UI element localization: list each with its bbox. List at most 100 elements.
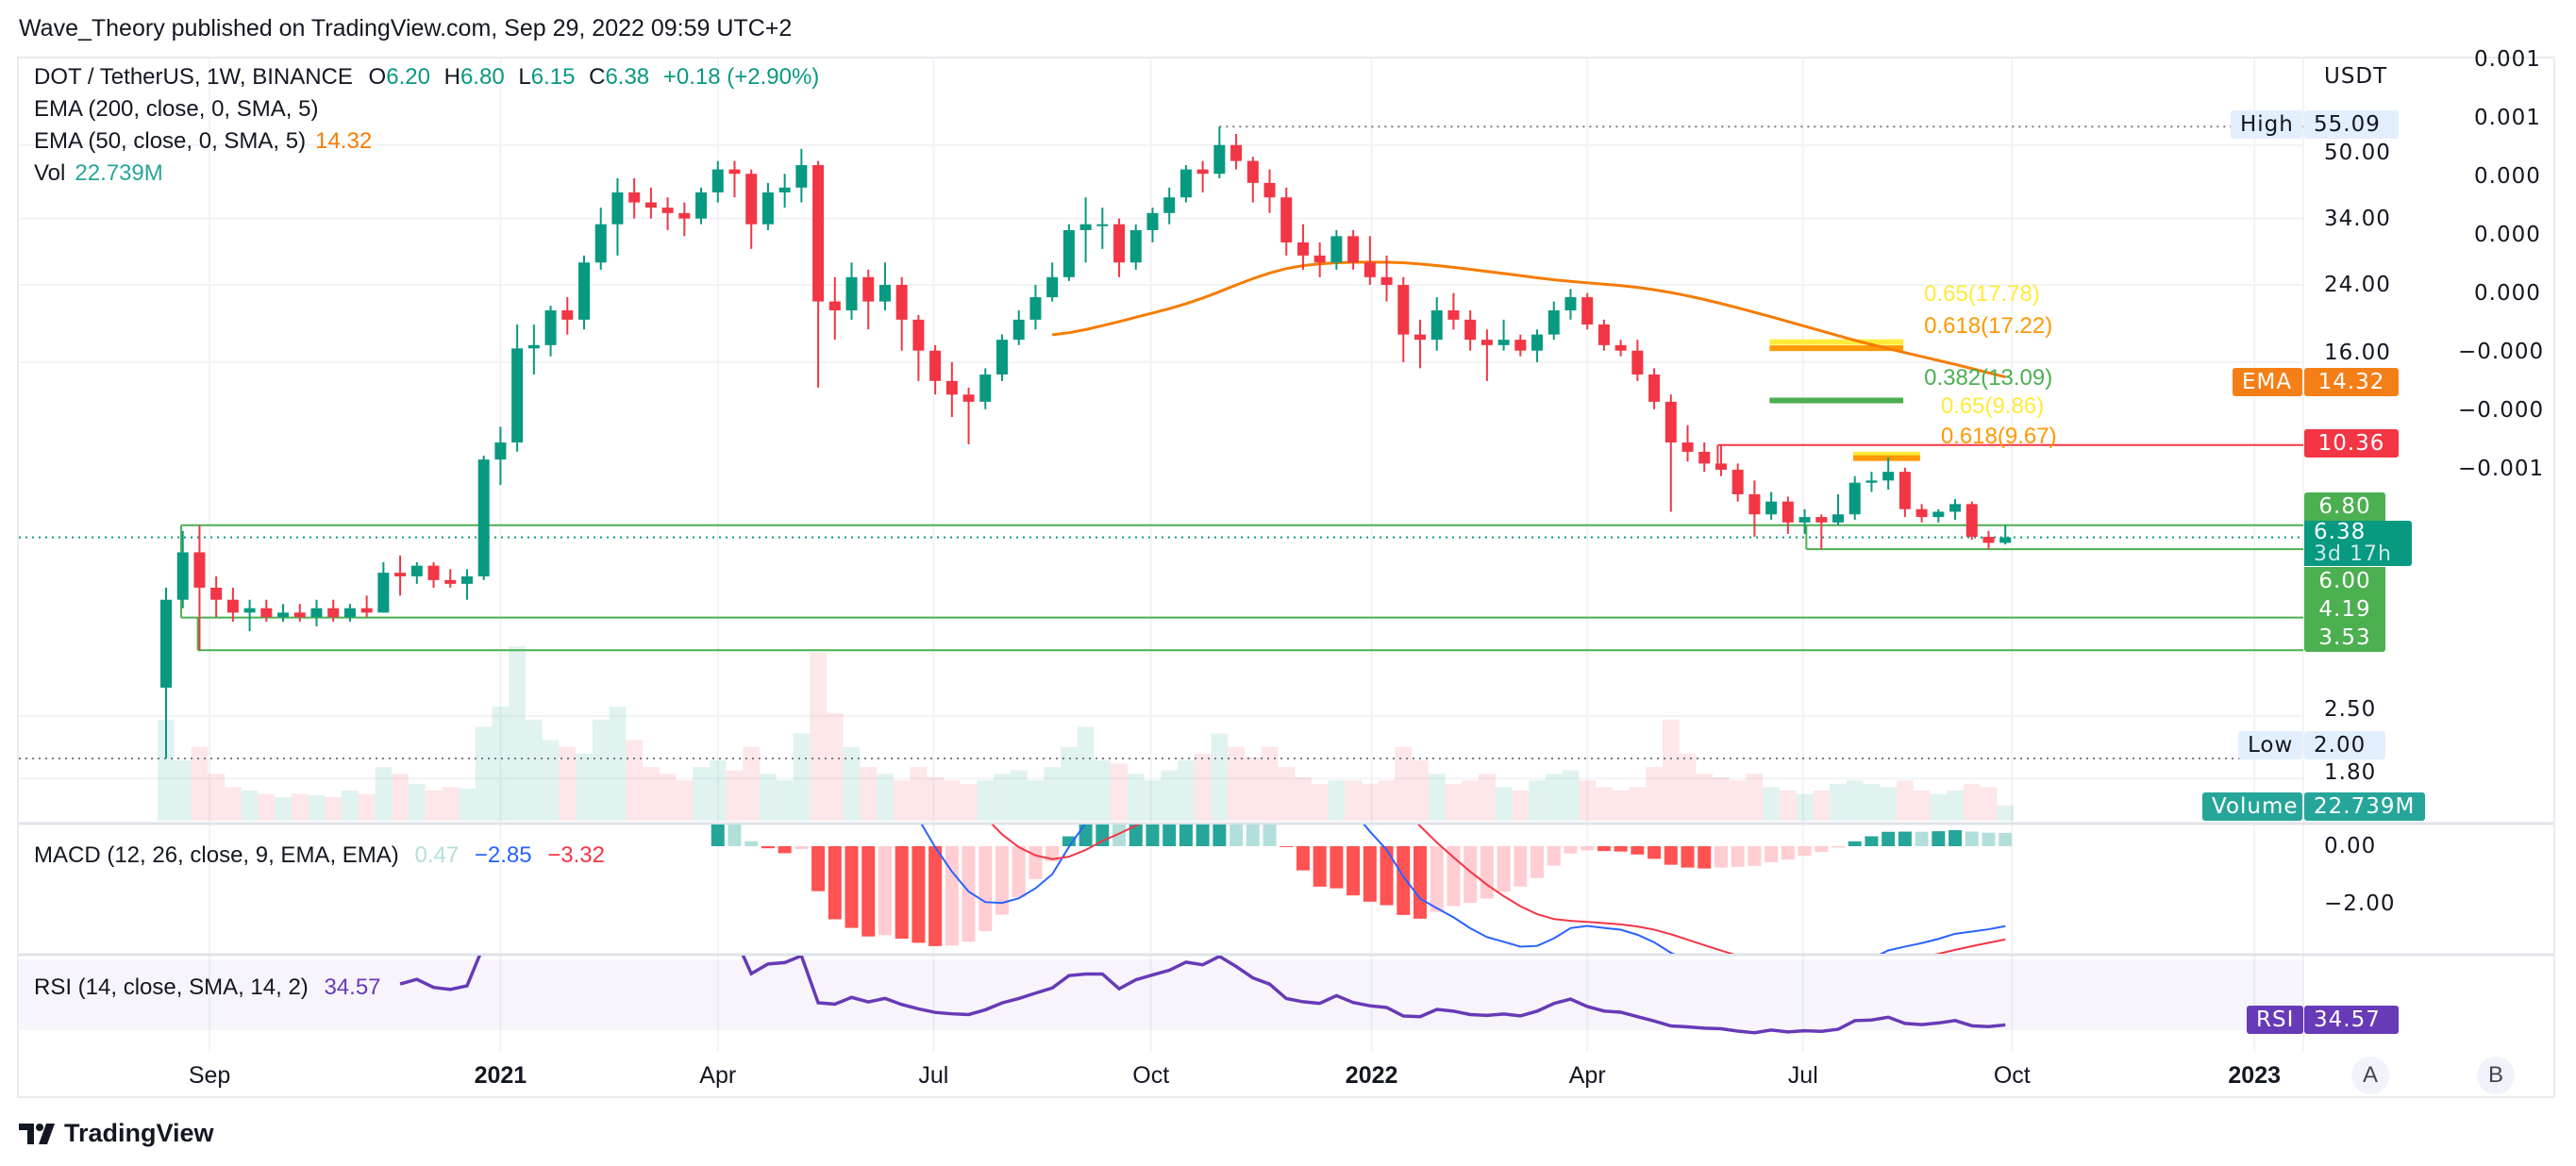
macd-histogram-bar [1531,846,1545,878]
macd-histogram-bar [1597,846,1611,852]
high-tag-value: 55.09 [2304,110,2399,139]
last-price-tag: 6.38 3d 17h [2304,521,2412,566]
candle-body [477,459,490,576]
volume-bar [1345,780,1362,821]
candle-body [812,165,825,302]
volume-bar [1111,763,1128,821]
volume-bar [375,767,393,821]
ema-tag-label: EMA [2233,368,2302,396]
legend-rsi[interactable]: RSI (14, close, SMA, 14, 2) 34.57 [34,974,391,1001]
candle-body [310,608,323,618]
scale-a-button[interactable]: A [2351,1057,2389,1094]
volume-bar [1244,757,1262,821]
candle-body [1815,517,1828,523]
volume-bar [1161,770,1179,821]
macd-histogram-bar [1430,846,1444,912]
candle-body [1698,451,1711,464]
macd-histogram-bar [861,846,876,937]
candle-body [327,608,340,618]
time-axis-label: 2021 [474,1062,527,1089]
ema50-line [1051,260,2006,379]
candle-body [878,285,891,302]
rsi-pane [399,956,2006,1035]
macd-histogram-bar [1497,846,1511,892]
candle-body [1614,344,1627,351]
volume-bar [960,783,978,821]
candle-body [226,599,239,613]
volume-bar [1846,780,1864,821]
time-axis-label: Sep [188,1062,231,1089]
volume-bar [1880,787,1898,821]
candle-body [1029,297,1042,320]
candle-body [1899,472,1911,509]
candle-body [1514,340,1527,351]
legend-ema200[interactable]: EMA (200, close, 0, SMA, 5) [34,96,327,123]
tradingview-footer[interactable]: TradingView [19,1119,214,1148]
candle-body [1597,324,1610,345]
level-tag-4-19: 4.19 [2304,595,2385,624]
volume-bar [225,787,242,821]
macd-histogram-bar [962,846,976,942]
macd-histogram-bar [1062,836,1076,846]
macd-histogram-bar [1915,831,1929,846]
price-axis-tick: 16.00 [2324,341,2391,365]
scale-b-button[interactable]: B [2477,1057,2515,1094]
legend-volume[interactable]: Vol 22.739M [34,160,173,187]
macd-histogram-bar [1965,831,1979,846]
macd-histogram-bar [1664,846,1678,865]
volume-bar [592,720,610,821]
legend-ema50[interactable]: EMA (50, close, 0, SMA, 5) 14.32 [34,128,381,155]
candle-body [912,319,925,351]
rsi-title: RSI (14, close, SMA, 14, 2) [34,974,309,1000]
candle-body [1246,160,1259,183]
macd-histogram-bar [1648,846,1662,859]
volume-bar [626,740,644,821]
candle-body [1664,401,1677,443]
volume-bar [258,793,276,821]
time-axis-label: 2022 [1345,1062,1398,1089]
high-tag-label: High [2231,110,2302,139]
volume-bar [1278,767,1296,821]
macd-histogram-bar [878,846,892,936]
candle-body [628,192,641,203]
rsi-value: 34.57 [324,974,381,1000]
candle-body [427,565,440,580]
price-axis-tick: 24.00 [2324,273,2391,298]
candle-body [1631,350,1644,375]
price-axis-tick: 50.00 [2324,141,2391,165]
scale-b-tick: 0.000 [2474,281,2541,306]
macd-histogram-bar [1547,846,1561,866]
macd-histogram-bar [895,846,909,939]
volume-bar [659,774,677,821]
candle-body [578,262,590,320]
candle-body [1932,511,1945,518]
candle-body [1079,224,1092,230]
open-value: 6.20 [386,64,430,90]
volume-bar [927,776,944,821]
macd-histogram-bar [945,846,959,946]
volume-bar [1378,780,1396,821]
candle-body [594,224,607,263]
candle-body [728,169,741,175]
symbol-title[interactable]: DOT / TetherUS, 1W, BINANCE [34,64,353,90]
candle-body [1982,537,1995,543]
candle-body [945,380,958,395]
volume-bar [442,787,460,821]
volume-bar [1596,787,1613,821]
volume-bar [1010,770,1028,821]
volume-bar [776,780,794,821]
candle-body [845,276,858,311]
macd-histogram-bar [1347,846,1361,896]
volume-bar [1412,759,1429,821]
macd-histogram-bar [1179,825,1193,846]
fib-level-label: 0.382(13.09) [1924,365,2053,391]
volume-bar [1127,774,1145,821]
volume-bar [1796,793,1814,821]
legend-macd[interactable]: MACD (12, 26, close, 9, EMA, EMA) 0.47 −… [34,842,614,869]
volume-bar [1194,753,1212,821]
tradingview-logo-icon [19,1123,55,1144]
volume-bar [1311,783,1329,821]
candle-body [293,612,306,618]
candle-body [745,174,758,225]
